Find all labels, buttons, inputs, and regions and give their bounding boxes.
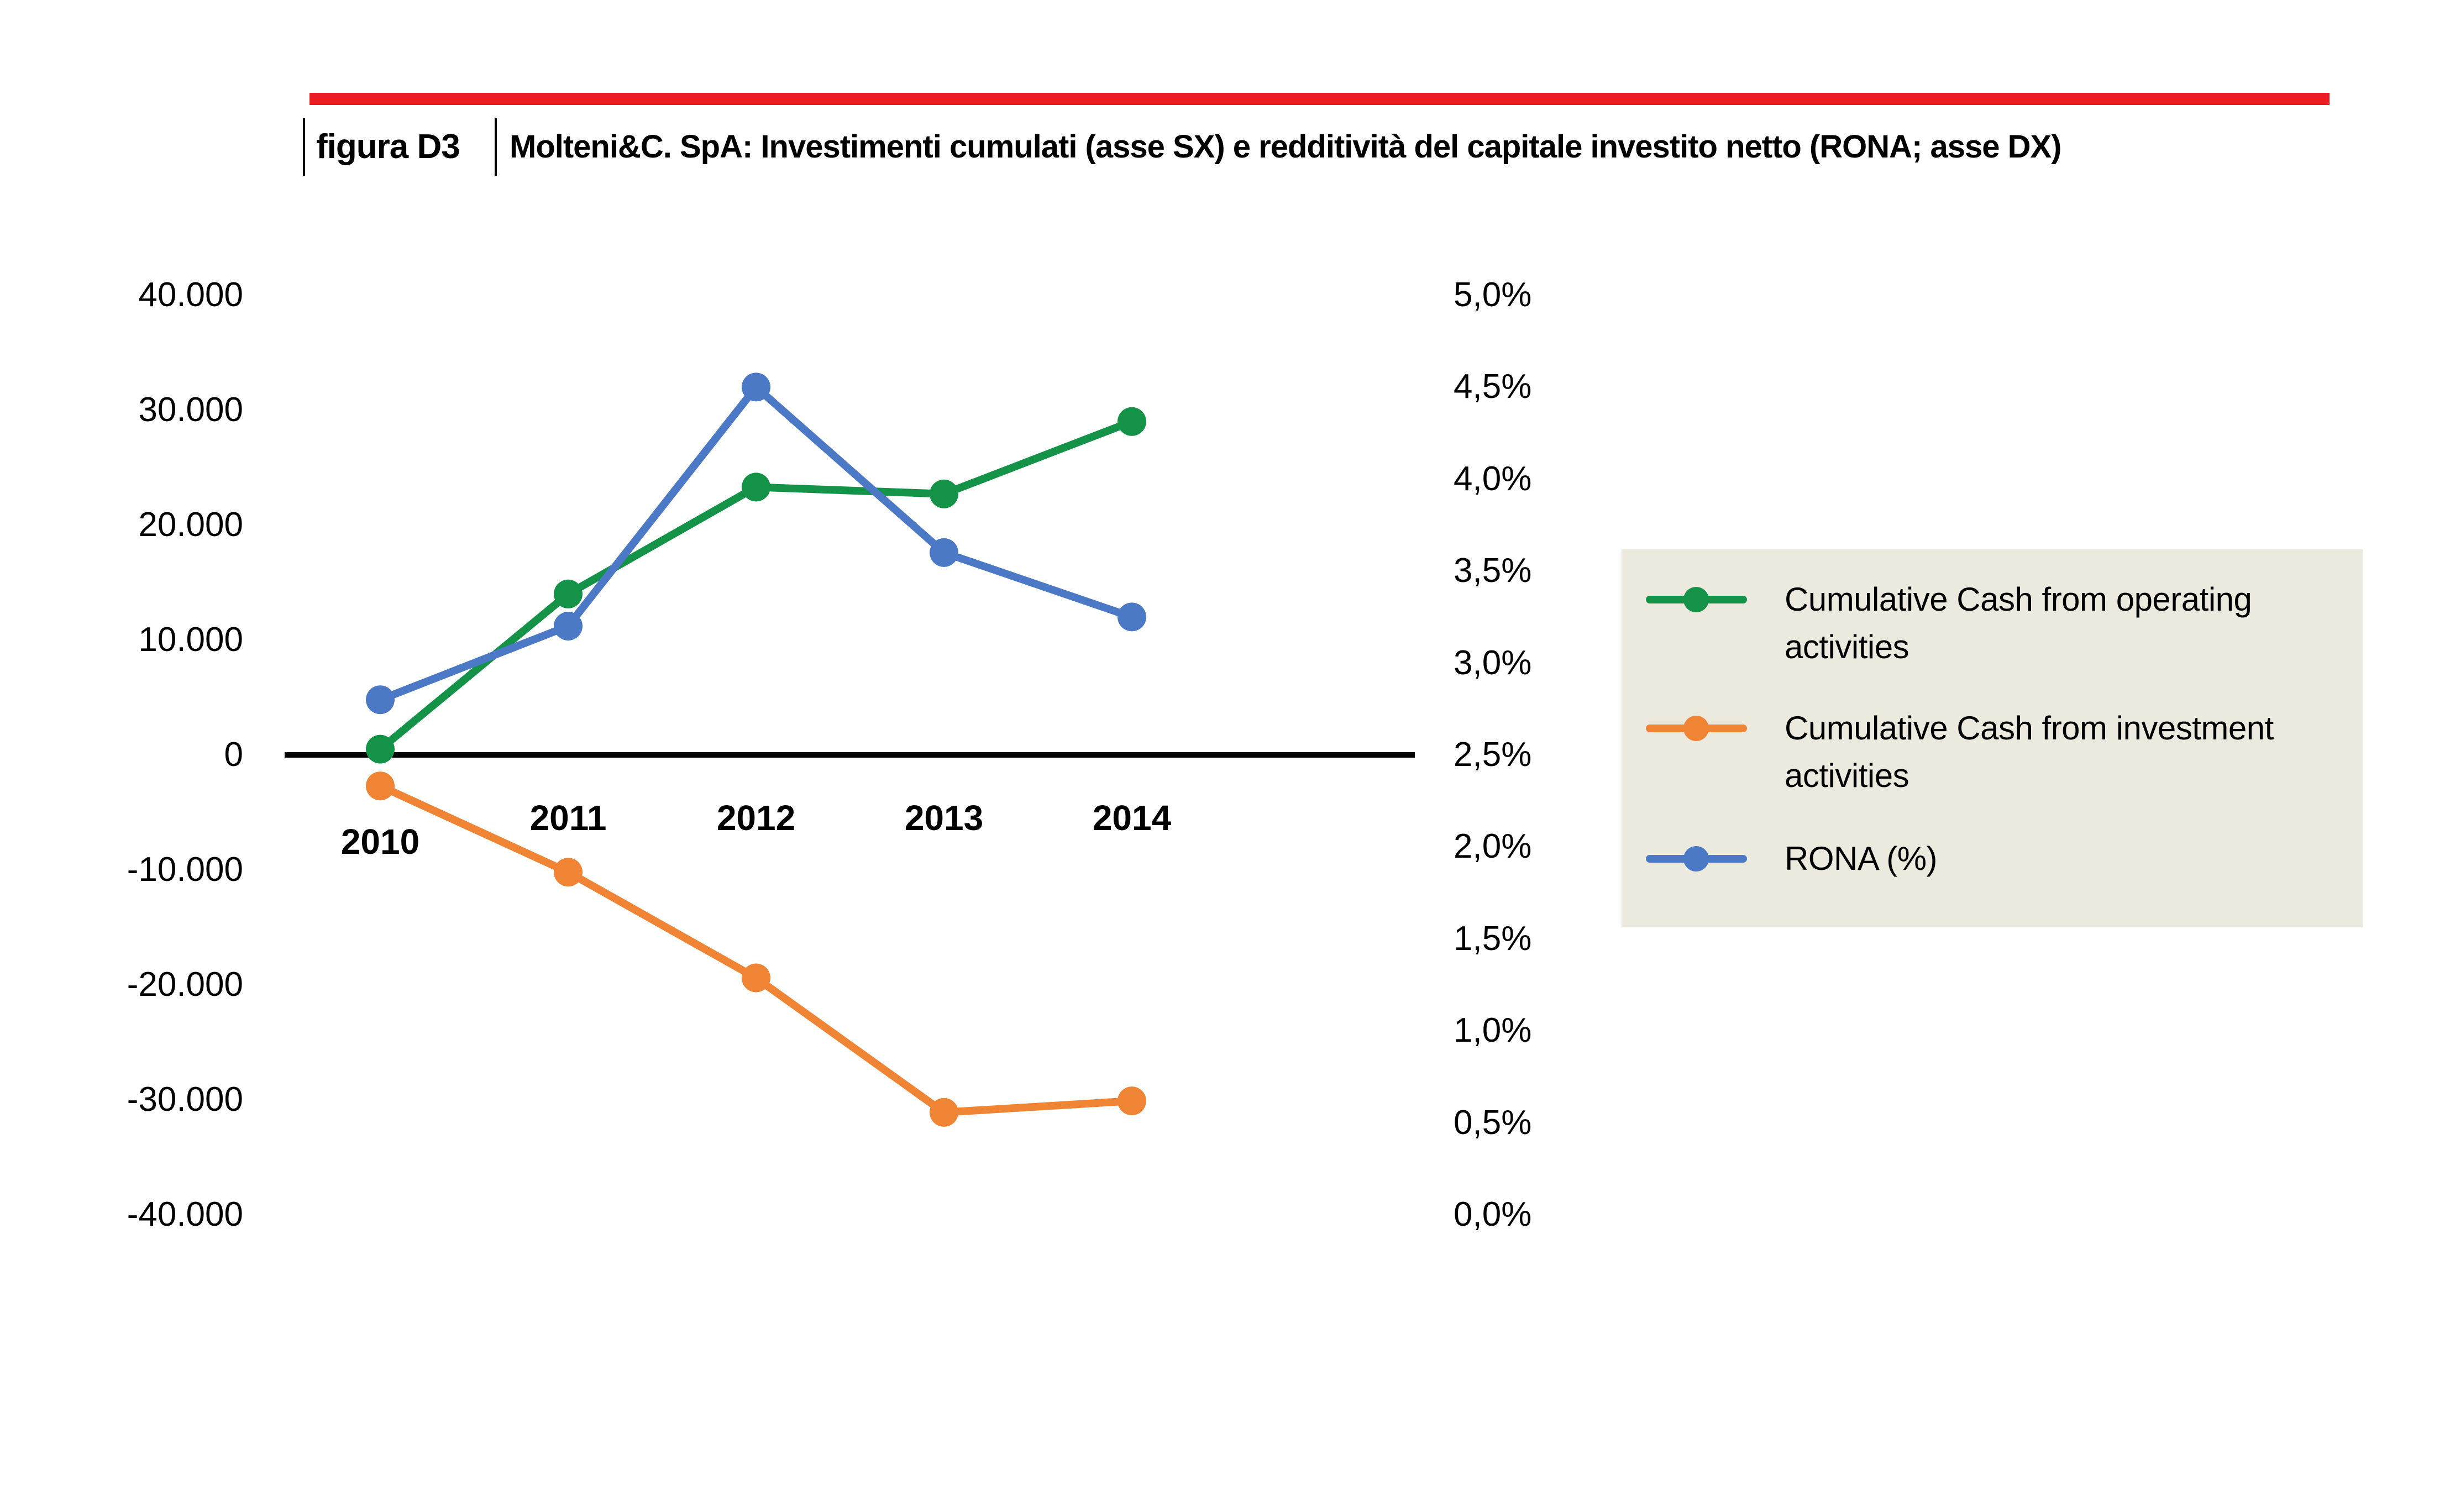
- data-point: [742, 473, 770, 502]
- data-point: [742, 963, 770, 993]
- left-axis-tick: 20.000: [138, 506, 243, 544]
- title-divider-left: [303, 118, 305, 176]
- data-point: [554, 858, 583, 887]
- series-line: [376, 417, 1136, 753]
- right-axis-tick: 2,0%: [1454, 827, 1532, 866]
- figure-title: Molteni&C. SpA: Investimenti cumulati (a…: [510, 129, 2061, 165]
- right-axis-tick: 5,0%: [1454, 276, 1532, 314]
- data-point: [366, 771, 395, 801]
- data-point: [554, 612, 583, 641]
- left-axis-tick: 40.000: [138, 276, 243, 314]
- year-label: 2014: [1092, 798, 1172, 838]
- legend-label-rona: RONA (%): [1785, 840, 1938, 877]
- left-axis-tick: -30.000: [127, 1080, 243, 1119]
- figure-label: figura D3: [316, 128, 460, 166]
- right-axis-tick: 0,0%: [1454, 1195, 1532, 1233]
- legend-label-investment: Cumulative Cash from investment activiti…: [1785, 710, 2274, 794]
- left-axis-tick: 30.000: [138, 391, 243, 429]
- right-axis-tick: 1,0%: [1454, 1011, 1532, 1050]
- data-point: [554, 579, 583, 608]
- right-axis-tick: 3,5%: [1454, 552, 1532, 590]
- left-axis-tick: 10.000: [138, 621, 243, 659]
- right-axis-tick: 0,5%: [1454, 1103, 1532, 1142]
- legend-label-operating: Cumulative Cash from operating activitie…: [1785, 581, 2252, 665]
- data-point: [742, 372, 770, 402]
- right-axis-tick: 4,0%: [1454, 459, 1532, 498]
- series-line: [376, 383, 1136, 704]
- left-axis-tick: -40.000: [127, 1195, 243, 1233]
- left-axis-tick: -10.000: [127, 851, 243, 889]
- investment-series-marker-icon: [1646, 705, 1747, 752]
- data-point: [366, 734, 395, 764]
- data-point: [930, 479, 958, 508]
- data-point: [1118, 602, 1146, 632]
- data-point: [1118, 407, 1146, 436]
- title-accent-bar: [309, 93, 2330, 105]
- operating-series-marker-icon: [1646, 576, 1747, 623]
- rona-series-marker-icon: [1646, 835, 1747, 883]
- right-axis-tick: 2,5%: [1454, 736, 1532, 774]
- data-point: [930, 538, 958, 567]
- right-axis-tick: 1,5%: [1454, 919, 1532, 958]
- left-axis-tick: 0: [224, 736, 243, 774]
- legend-dot-icon: [1683, 716, 1709, 741]
- right-axis-tick: 3,0%: [1454, 643, 1532, 682]
- data-point: [366, 685, 395, 715]
- legend-dot-icon: [1683, 846, 1709, 872]
- year-label: 2010: [340, 822, 420, 862]
- data-point: [1118, 1086, 1146, 1116]
- title-divider-right: [495, 118, 497, 176]
- year-label: 2012: [716, 798, 796, 838]
- year-label: 2013: [904, 798, 984, 838]
- data-point: [930, 1098, 958, 1127]
- right-axis-tick: 4,5%: [1454, 368, 1532, 406]
- legend-dot-icon: [1683, 587, 1709, 612]
- left-axis-tick: -20.000: [127, 965, 243, 1004]
- series-line: [376, 782, 1136, 1116]
- year-label: 2011: [529, 798, 607, 838]
- legend: Cumulative Cash from operating activitie…: [1622, 549, 2363, 927]
